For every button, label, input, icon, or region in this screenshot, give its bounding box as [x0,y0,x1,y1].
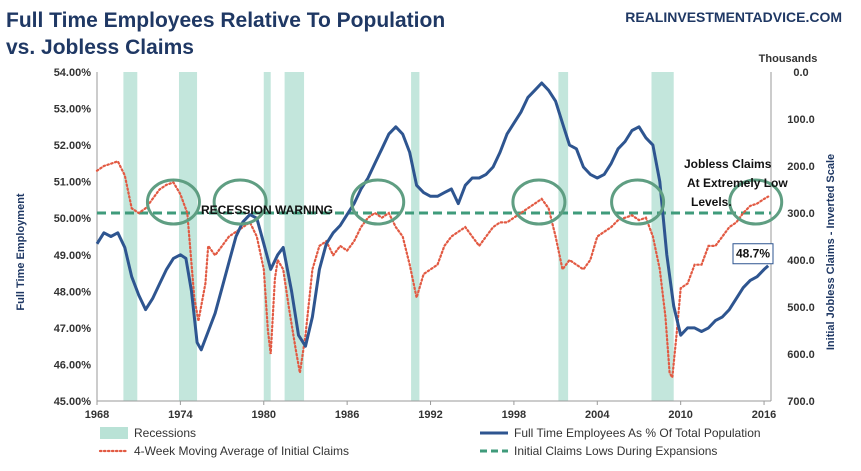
y-right-tick-3: 300.0 [787,208,815,220]
x-tick-4: 1992 [418,409,442,421]
last-value-callout: 48.7% [732,243,774,265]
recession-band-3 [284,72,305,401]
x-tick-7: 2010 [668,409,692,421]
y-left-tick-6: 51.00% [54,177,92,189]
recession-bands [123,72,674,401]
x-tick-labels: 1968 1974 1980 1986 1992 1998 2004 2010 2016 [85,401,776,421]
highlight-circle-3 [511,178,567,226]
series-claims-line [95,159,770,382]
y-left-tick-5: 50.00% [54,213,92,225]
y-right-axis-title: Initial Jobless Claims - Inverted Scale [825,154,837,350]
y-left-tick-0: 45.00% [54,396,92,408]
legend-label-1: Full Time Employees As % Of Total Popula… [514,426,761,440]
plot-frame [96,72,772,402]
y-left-tick-labels: 45.00% 46.00% 47.00% 48.00% 49.00% 50.00% 51.0… [54,67,92,408]
recession-band-1 [178,72,198,401]
employment-series-layer [95,81,770,352]
chart-title-line-2: vs. Jobless Claims [6,36,194,59]
last-value-box [732,243,774,265]
right-axis-unit: Thousands [759,53,818,65]
y-left-tick-8: 53.00% [54,104,92,116]
x-tick-5: 1998 [502,409,526,421]
x-tick-3: 1986 [335,409,359,421]
y-right-tick-4: 400.0 [787,255,815,267]
recession-band-4 [411,72,420,401]
source-label: REALINVESTMENTADVICE.COM [625,9,842,25]
highlight-circles [145,178,784,226]
highlight-circle-4 [610,178,666,226]
x-tick-0: 1968 [85,409,109,421]
y-right-tick-0: 0.0 [793,67,808,79]
y-left-tick-9: 54.00% [54,67,92,79]
recession-band-6 [651,72,674,401]
legend-label-0: Recessions [134,426,196,440]
x-tick-1: 1974 [168,409,193,421]
x-tick-6: 2004 [585,409,610,421]
legend-swatch-recessions [100,427,128,439]
y-left-axis-title: Full Time Employment [15,193,27,310]
recession-warning-label: RECESSION WARNING [201,203,333,217]
y-left-tick-1: 46.00% [54,359,92,371]
jobless-note-line-2: At Extremely Low [687,176,788,190]
highlight-circle-5 [728,178,784,226]
y-left-tick-2: 47.00% [54,323,92,335]
y-left-tick-4: 49.00% [54,250,92,262]
legend: Recessions Full Time Employees As % Of To… [98,426,761,458]
legend-label-3: Initial Claims Lows During Expansions [514,444,717,458]
recession-band-2 [263,72,271,401]
y-right-tick-6: 600.0 [787,349,815,361]
y-right-tick-7: 700.0 [787,396,815,408]
legend-label-2: 4-Week Moving Average of Initial Claims [134,444,349,458]
jobless-note-line-1: Jobless Claims [684,157,772,171]
recession-band-0 [123,72,138,401]
y-right-tick-1: 100.0 [787,114,815,126]
x-tick-8: 2016 [752,409,776,421]
claims-series-layer [95,159,770,382]
highlight-circle-2 [350,178,406,226]
series-employment-line [95,81,770,352]
chart-title-line-1: Full Time Employees Relative To Populati… [6,9,445,32]
y-right-tick-labels: 0.0 100.0 200.0 300.0 400.0 500.0 600.0 700.0 [787,67,815,408]
last-value-label: 48.7% [736,247,770,261]
jobless-note-line-3: Levels. [691,195,732,209]
x-tick-2: 1980 [252,409,276,421]
y-right-tick-5: 500.0 [787,302,815,314]
y-left-tick-7: 52.00% [54,140,92,152]
highlight-circle-0 [145,178,201,226]
y-left-tick-3: 48.00% [54,286,92,298]
y-right-tick-2: 200.0 [787,161,815,173]
recession-band-5 [558,72,569,401]
highlight-circle-1 [212,178,268,226]
